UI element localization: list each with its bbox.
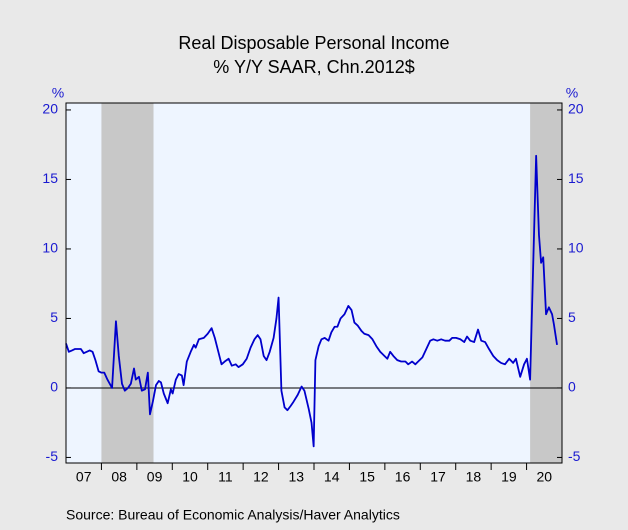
recession-band — [530, 103, 562, 463]
x-tick-label: 15 — [359, 469, 375, 485]
recession-band — [101, 103, 154, 463]
y2-tick-label: 20 — [568, 101, 584, 117]
x-tick-label: 17 — [430, 469, 446, 485]
y-tick-label: 20 — [42, 101, 58, 117]
y-tick-label: 10 — [42, 240, 58, 256]
y-axis-label: % — [52, 85, 64, 101]
y2-tick-label: 5 — [568, 309, 576, 325]
y2-tick-label: -5 — [568, 448, 581, 464]
y2-axis-label: % — [566, 85, 578, 101]
source-note: Source: Bureau of Economic Analysis/Have… — [66, 507, 400, 523]
chart-subtitle: % Y/Y SAAR, Chn.2012$ — [213, 57, 414, 77]
y2-tick-label: 10 — [568, 240, 584, 256]
y-tick-label: 0 — [50, 379, 58, 395]
x-tick-label: 20 — [536, 469, 552, 485]
chart-title: Real Disposable Personal Income — [178, 33, 449, 53]
x-tick-label: 09 — [147, 469, 163, 485]
y2-tick-label: 0 — [568, 379, 576, 395]
x-tick-label: 10 — [182, 469, 198, 485]
x-tick-label: 16 — [395, 469, 411, 485]
x-tick-label: 13 — [288, 469, 304, 485]
y2-tick-label: 15 — [568, 170, 584, 186]
plot-frame — [65, 102, 563, 464]
x-tick-label: 19 — [501, 469, 517, 485]
y-tick-label: -5 — [46, 448, 59, 464]
x-tick-label: 07 — [76, 469, 92, 485]
x-tick-label: 11 — [218, 469, 233, 485]
x-tick-label: 14 — [324, 469, 340, 485]
data-line — [65, 154, 558, 448]
y-tick-label: 15 — [42, 170, 58, 186]
y-tick-label: 5 — [50, 309, 58, 325]
x-tick-label: 18 — [466, 469, 482, 485]
x-tick-label: 08 — [111, 469, 127, 485]
x-tick-label: 12 — [253, 469, 269, 485]
